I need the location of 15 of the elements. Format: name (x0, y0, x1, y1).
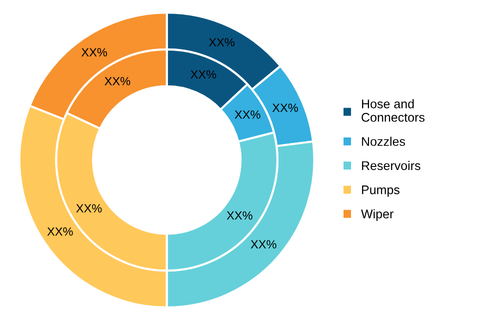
data-label: XX% (234, 110, 260, 119)
data-label: XX% (190, 70, 216, 79)
data-label: XX% (104, 77, 130, 86)
legend-label: Nozzles (362, 136, 406, 146)
data-label: XX% (226, 211, 252, 220)
legend-label: Wiper (361, 209, 394, 221)
data-label: XX% (81, 48, 108, 56)
legend-label: Hose and Connectors (362, 99, 424, 122)
data-label: XX% (76, 204, 102, 213)
data-label: XX% (272, 104, 298, 112)
legend-label: Pumps (362, 186, 400, 197)
legend-label: Reservoirs (362, 160, 420, 170)
data-label: XX% (47, 227, 73, 236)
data-label: XX% (208, 38, 234, 46)
data-label: XX% (250, 240, 276, 248)
